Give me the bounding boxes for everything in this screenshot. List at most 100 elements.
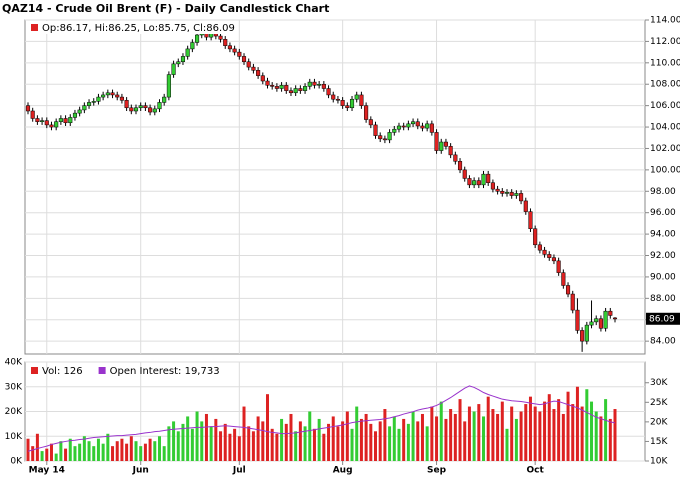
candle-body — [547, 254, 552, 258]
candle-body — [72, 112, 78, 118]
volume-bar — [143, 443, 147, 461]
volume-bar — [204, 413, 208, 461]
volume-bar — [73, 446, 77, 461]
candle-body — [331, 94, 336, 100]
volume-bar — [341, 421, 345, 461]
candle-body — [40, 120, 45, 122]
volume-bar — [181, 423, 185, 461]
volume-bar — [538, 411, 542, 461]
candle-body — [58, 118, 63, 122]
volume-bar — [599, 416, 603, 461]
volume-bar — [411, 411, 415, 461]
volume-bar — [482, 416, 486, 461]
y-tick-label: 108.00 — [650, 80, 680, 90]
volume-bar — [219, 431, 223, 461]
candle-body — [223, 39, 228, 46]
volume-bar — [101, 443, 105, 461]
candle-body — [218, 35, 223, 40]
volume-bar — [106, 433, 110, 461]
candle-body — [185, 48, 190, 57]
candle-body — [481, 173, 486, 186]
candle-body — [256, 70, 261, 76]
y-tick-label: 94.00 — [650, 230, 676, 240]
candle-body — [580, 330, 585, 342]
volume-bar — [580, 406, 584, 461]
volume-bar — [247, 426, 251, 461]
volume-bar — [251, 431, 255, 461]
candle-body — [152, 108, 157, 113]
legend-swatch — [31, 24, 38, 31]
candle-body — [556, 260, 561, 273]
volume-bar — [280, 418, 284, 461]
volume-bar — [233, 428, 237, 461]
y2-tick-label: 25K — [650, 398, 668, 408]
candle-body — [368, 119, 373, 126]
legend-label: Vol: 126 — [42, 366, 83, 377]
volume-bar — [242, 406, 246, 461]
y2-tick-label: 20K — [650, 417, 668, 427]
candle-body — [119, 96, 124, 101]
candle-body — [486, 173, 491, 183]
volume-bar — [496, 413, 500, 461]
candle-body — [551, 257, 557, 262]
volume-bar — [308, 411, 312, 461]
volume-bar — [172, 421, 176, 461]
volume-bar — [270, 428, 274, 461]
volume-bar — [528, 396, 532, 461]
volume-bar — [228, 433, 232, 461]
candle-body — [232, 48, 237, 53]
candle-body — [157, 102, 162, 110]
volume-bar — [120, 438, 124, 461]
candle-body — [359, 94, 364, 106]
y-tick-label: 40K — [5, 358, 23, 368]
volume-bar — [430, 406, 434, 461]
candle-body — [270, 85, 275, 87]
y-tick-label: 110.00 — [650, 58, 680, 68]
candle-body — [25, 105, 31, 112]
volume-bar — [585, 389, 589, 461]
volume-bar — [153, 441, 157, 461]
volume-bar — [444, 418, 448, 461]
candle-body — [82, 105, 87, 111]
volume-bar — [383, 409, 387, 461]
candle-body — [425, 123, 430, 129]
candle-body — [162, 96, 167, 103]
volume-bar — [87, 441, 91, 461]
volume-bar — [566, 391, 570, 461]
y2-tick-label: 15K — [650, 437, 668, 447]
candle-body — [608, 310, 613, 316]
candle-body — [523, 200, 528, 212]
volume-bar — [453, 413, 457, 461]
candle-body — [317, 83, 322, 86]
candle-body — [561, 272, 566, 286]
candle-body — [401, 125, 406, 128]
candle-body — [453, 154, 458, 162]
x-tick-label: Jul — [232, 466, 246, 476]
volume-bar — [486, 396, 490, 461]
volume-bar — [331, 416, 335, 461]
x-tick-label: Sep — [427, 466, 447, 476]
volume-bar — [397, 428, 401, 461]
candle-body — [303, 86, 308, 91]
volume-bar — [26, 438, 30, 461]
volume-bar — [31, 446, 35, 461]
candle-body — [44, 120, 49, 126]
y-tick-label: 96.00 — [650, 208, 676, 218]
candle-body — [68, 117, 73, 124]
candle-body — [396, 125, 402, 130]
volume-bar — [350, 428, 354, 461]
candle-body — [279, 85, 284, 89]
legend-label: Op:86.17, Hi:86.25, Lo:85.75, Cl:86.09 — [42, 23, 235, 34]
candle-body — [509, 192, 514, 196]
volume-bar — [303, 426, 307, 461]
candle-body — [439, 141, 444, 151]
last-price-label: 86.09 — [649, 314, 675, 324]
candle-body — [345, 105, 350, 109]
candle-body — [321, 83, 326, 89]
candle-body — [598, 318, 603, 329]
candle-body — [124, 100, 129, 109]
candle-body — [237, 51, 242, 57]
candle-body — [542, 249, 547, 255]
candle-body — [495, 188, 500, 192]
